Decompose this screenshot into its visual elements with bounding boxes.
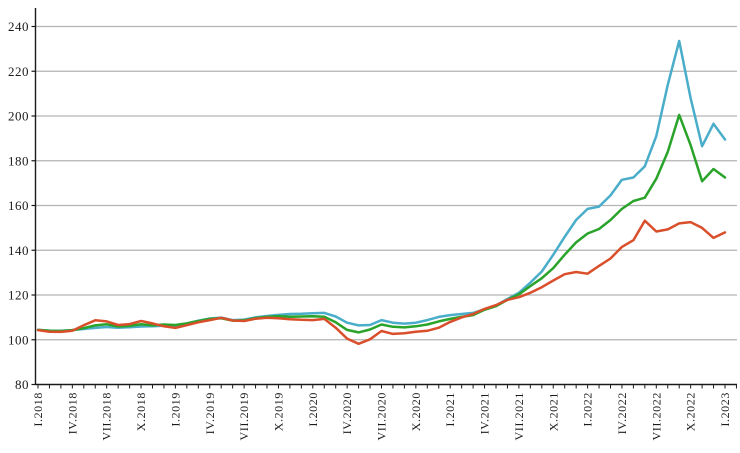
x-tick-label: X.2021: [546, 392, 560, 431]
x-tick-label: IV.2018: [65, 392, 79, 434]
x-tick-label: X.2019: [271, 392, 285, 431]
x-tick-label: VII.2022: [649, 392, 663, 440]
x-tick-label: I.2021: [443, 392, 457, 427]
x-tick-label: VII.2021: [512, 392, 526, 440]
x-tick-label: IV.2020: [340, 392, 354, 434]
y-tick-label: 100: [8, 332, 29, 347]
x-tick-label: I.2019: [168, 392, 182, 427]
x-tick-label: X.2022: [684, 392, 698, 431]
y-tick-label: 140: [8, 243, 29, 258]
x-tick-label: VII.2020: [375, 392, 389, 440]
x-tick-label: X.2018: [134, 392, 148, 431]
x-tick-label: IV.2021: [478, 392, 492, 434]
x-tick-label: VII.2018: [100, 392, 114, 440]
x-tick-label: I.2022: [581, 392, 595, 427]
x-tick-label: I.2020: [306, 392, 320, 427]
y-tick-label: 180: [8, 153, 29, 168]
x-tick-label: I.2023: [718, 392, 732, 427]
red-series-line: [36, 219, 727, 346]
x-tick-label: IV.2022: [615, 392, 629, 434]
y-tick-label: 240: [8, 19, 29, 34]
green-series-line: [36, 113, 727, 334]
y-tick-label: 220: [8, 64, 29, 79]
y-tick-label: 200: [8, 109, 29, 124]
x-tick-label: I.2018: [31, 392, 45, 427]
x-tick-label: VII.2019: [237, 392, 251, 440]
y-tick-label: 120: [8, 288, 29, 303]
x-tick-label: X.2020: [409, 392, 423, 431]
y-tick-label: 80: [15, 377, 29, 392]
blue-series-line: [36, 39, 727, 333]
y-tick-label: 160: [8, 198, 29, 213]
x-tick-label: IV.2019: [203, 392, 217, 434]
